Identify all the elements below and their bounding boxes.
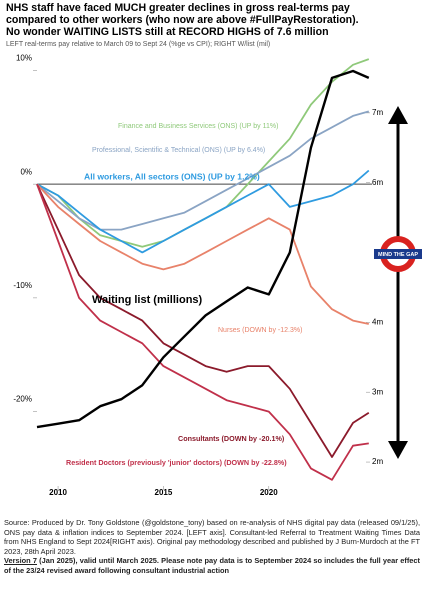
series-label: All workers, All sectors (ONS) (UP by 1.… bbox=[84, 171, 260, 181]
series-line bbox=[36, 183, 369, 325]
series-line bbox=[36, 69, 370, 429]
series-label: Resident Doctors (previously 'junior' do… bbox=[66, 458, 287, 467]
y-tick-label: 10% bbox=[16, 54, 32, 63]
arrow-head bbox=[388, 106, 408, 124]
series-label: Nurses (DOWN by -12.3%) bbox=[218, 327, 302, 334]
y-tick-label: -20% bbox=[13, 395, 32, 404]
x-tick-label: 2015 bbox=[155, 488, 173, 497]
y2-tick-label: 7m bbox=[372, 108, 383, 117]
x-tick-label: 2020 bbox=[260, 488, 278, 497]
y2-tick-label: 3m bbox=[372, 387, 383, 396]
y2-tick-label: 4m bbox=[372, 317, 383, 326]
title-line: No wonder WAITING LISTS still at RECORD … bbox=[6, 26, 329, 38]
series-label: Waiting list (millions) bbox=[92, 294, 203, 306]
series-label: Professional, Scientific & Technical (ON… bbox=[92, 147, 265, 154]
series-label: Finance and Business Services (ONS) (UP … bbox=[118, 123, 278, 130]
title-line: NHS staff have faced MUCH greater declin… bbox=[6, 2, 350, 14]
y-tick-label: 0% bbox=[20, 167, 32, 176]
title-line: compared to other workers (who now are a… bbox=[6, 14, 359, 26]
series-line bbox=[36, 169, 370, 254]
chart: NHS staff have faced MUCH greater declin… bbox=[6, 2, 422, 498]
double-arrow bbox=[388, 106, 408, 459]
version-text: (Jan 2025), valid until March 2025. Plea… bbox=[4, 556, 420, 575]
y-tick-label: -10% bbox=[13, 281, 32, 290]
x-tick-label: 2010 bbox=[49, 488, 67, 497]
series-label: Consultants (DOWN by -20.1%) bbox=[178, 434, 285, 443]
y2-tick-label: 6m bbox=[372, 178, 383, 187]
version-note: Version 7 (Jan 2025), valid until March … bbox=[4, 556, 420, 575]
roundel-bar bbox=[374, 249, 422, 259]
y2-tick-label: 2m bbox=[372, 457, 383, 466]
roundel-text: MIND THE GAP bbox=[378, 252, 418, 258]
footer: Source: Produced by Dr. Tony Goldstone (… bbox=[4, 518, 420, 576]
arrow-head bbox=[388, 441, 408, 459]
subtitle: LEFT real-terms pay relative to March 09… bbox=[6, 41, 270, 48]
version-label: Version 7 bbox=[4, 556, 37, 566]
series-line bbox=[36, 183, 369, 481]
plot: 10% 0% -10% -20% 7m 6m 4m 3m 2m 2010 2015 2020 Finan… bbox=[13, 54, 383, 498]
source-note: Source: Produced by Dr. Tony Goldstone (… bbox=[4, 518, 420, 556]
series-line bbox=[36, 183, 370, 458]
series-line bbox=[36, 110, 370, 231]
